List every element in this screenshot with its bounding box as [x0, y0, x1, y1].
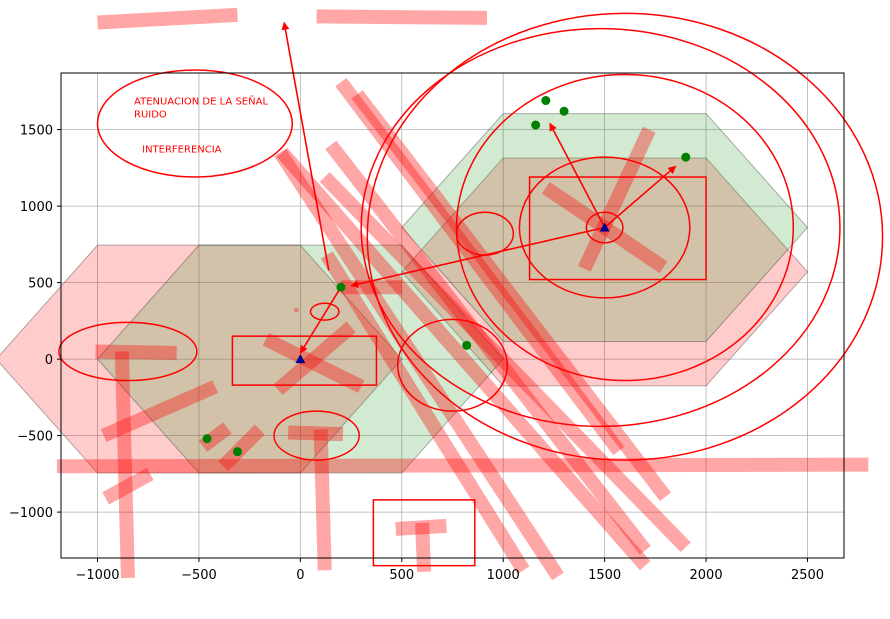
x-tick-label: 500 — [389, 568, 414, 583]
x-tick-label: 0 — [296, 568, 304, 583]
interference-band — [415, 522, 432, 573]
interference-band — [262, 332, 365, 393]
y-tick-label: 0 — [45, 353, 53, 368]
x-tick-label: −500 — [181, 568, 217, 583]
annotation-text: RUIDO — [134, 109, 167, 120]
base-station-marker — [295, 354, 306, 364]
interference-band — [287, 425, 344, 442]
interference-band — [114, 351, 135, 579]
ellipse-outline — [366, 12, 884, 461]
interference-band — [198, 422, 232, 452]
ellipse-outline — [360, 27, 841, 428]
interference-band — [97, 7, 238, 30]
ellipse-outline — [396, 318, 509, 412]
ellipses — [58, 12, 884, 461]
ellipse-outline — [58, 321, 198, 382]
x-tick-label: 2000 — [690, 568, 723, 583]
interference-band — [313, 429, 332, 571]
interference-band — [578, 126, 656, 272]
ellipse-outline — [96, 69, 293, 178]
interference-band — [102, 467, 154, 505]
y-tick-label: 500 — [28, 277, 53, 292]
interference-band — [395, 518, 447, 536]
interference-band — [274, 148, 564, 581]
interference-band — [273, 321, 356, 396]
interference-band — [351, 90, 672, 502]
user-point — [559, 106, 569, 116]
interference-band — [95, 344, 177, 360]
rectangle-outline — [372, 499, 476, 567]
arrow — [549, 122, 606, 228]
ticks: −1000 −500 0 500 1000 1500 2000 2500 −1000 −500 0 5… — [9, 124, 824, 583]
ellipse-outline — [273, 410, 360, 461]
interference-band — [100, 380, 218, 443]
rectangle-outline — [528, 176, 707, 281]
interference-band — [56, 457, 869, 474]
y-tick-label: 1000 — [20, 200, 53, 215]
annotations: ATENUACION DE LA SEÑAL RUIDO INTERFERENCIA — [134, 94, 268, 155]
base-station-marker — [599, 222, 610, 232]
ellipse-outline — [309, 302, 340, 321]
interference-band — [276, 147, 651, 571]
x-tick-label: 2500 — [791, 568, 824, 583]
y-tick-label: −1000 — [9, 506, 53, 521]
ellipse-outline — [585, 211, 624, 244]
arrow — [604, 165, 677, 229]
rectangle-outline — [231, 335, 378, 386]
user-point — [462, 340, 472, 350]
interference-bands — [56, 7, 869, 581]
interference-band — [218, 424, 265, 472]
user-point — [202, 434, 212, 444]
interference-band — [316, 9, 488, 25]
user-point — [232, 447, 242, 457]
x-tick-label: 1500 — [588, 568, 621, 583]
rectangles — [231, 176, 707, 567]
arrow — [281, 21, 330, 271]
x-tick-label: −1000 — [76, 568, 120, 583]
y-tick-label: −500 — [17, 430, 53, 445]
interference-band — [319, 172, 691, 553]
grid — [61, 73, 844, 558]
ellipse-outline — [455, 73, 795, 382]
y-tick-label: 1500 — [20, 124, 53, 139]
annotation-text: INTERFERENCIA — [142, 145, 222, 156]
interference-band — [320, 251, 530, 574]
markers — [202, 96, 691, 457]
interference-band — [325, 140, 651, 555]
arrow — [299, 286, 342, 354]
user-point — [531, 120, 541, 130]
annotation-text: ATENUACION DE LA SEÑAL — [134, 94, 268, 107]
ellipse-outline — [518, 156, 691, 299]
user-point — [541, 96, 551, 106]
arrows — [281, 21, 677, 354]
pink-hexagon — [0, 244, 403, 474]
user-point — [336, 282, 346, 292]
x-tick-label: 1000 — [487, 568, 520, 583]
user-point — [681, 152, 691, 162]
plot-frame — [60, 72, 845, 559]
interference-band — [335, 77, 625, 456]
arrow — [350, 226, 605, 288]
